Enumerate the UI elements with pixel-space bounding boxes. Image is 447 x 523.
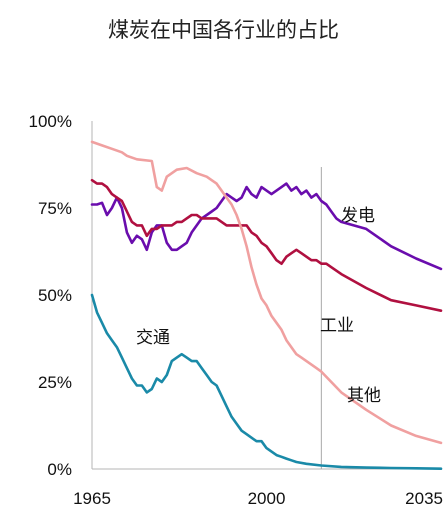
- y-tick-label: 0%: [47, 460, 72, 479]
- series-line-1: [90, 178, 443, 312]
- tick-labels: 0% 25% 50% 75% 100% 1965 2000 2035: [29, 112, 443, 508]
- y-tick-label: 75%: [38, 199, 72, 218]
- series-line-0: [90, 182, 443, 271]
- series-lines: [90, 140, 443, 470]
- y-tick-label: 100%: [29, 112, 72, 131]
- x-tick-label: 2035: [405, 489, 443, 508]
- series-label-3: 交通: [136, 328, 170, 348]
- axes: [91, 121, 441, 470]
- series-label-2: 其他: [347, 386, 381, 406]
- y-tick-label: 50%: [38, 286, 72, 305]
- y-tick-label: 25%: [38, 373, 72, 392]
- series-label-0: 发电: [341, 206, 375, 226]
- series-label-1: 工业: [320, 316, 354, 336]
- x-tick-label: 1965: [73, 489, 111, 508]
- chart-title: 煤炭在中国各行业的占比: [108, 18, 339, 42]
- series-line-3: [90, 293, 443, 470]
- series-line-2: [90, 140, 443, 445]
- x-tick-label: 2000: [248, 489, 286, 508]
